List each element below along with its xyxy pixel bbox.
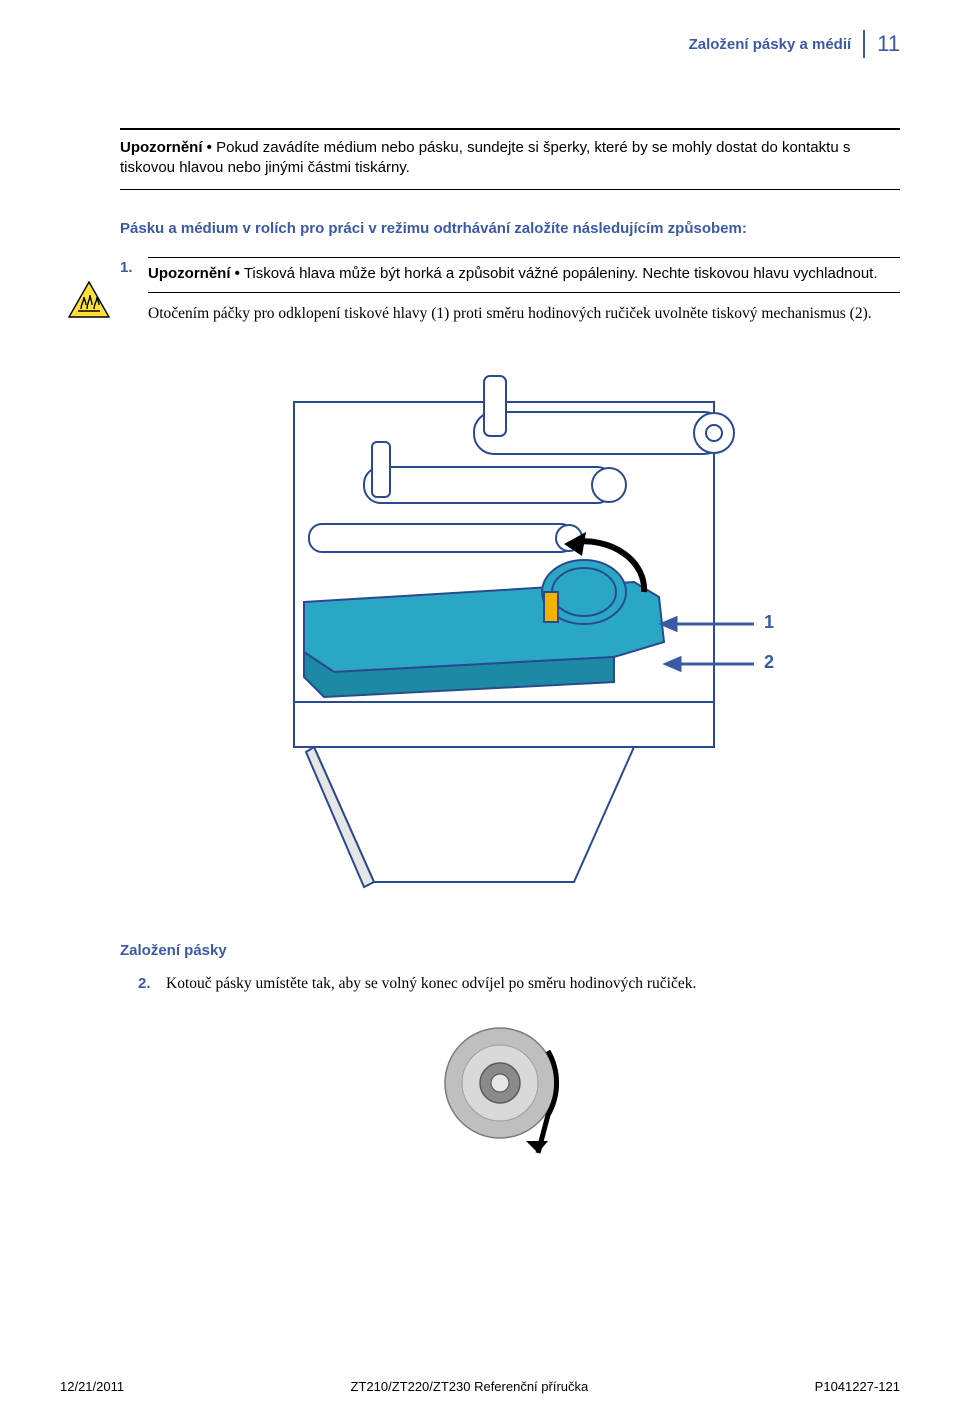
- step-1-warning-label: Upozornění •: [148, 265, 240, 282]
- warning-label: Upozornění •: [120, 139, 212, 156]
- hot-surface-icon: [68, 281, 110, 324]
- step-1-body: Otočením páčky pro odklopení tiskové hla…: [148, 303, 900, 325]
- rule-bottom: [120, 189, 900, 190]
- step-1-warning: Upozornění • Tisková hlava může být hork…: [148, 258, 900, 292]
- footer-doc-id: P1041227-121: [815, 1379, 900, 1394]
- step-2-number: 2.: [138, 973, 156, 995]
- step-1: 1. Upozornění • Tisková hlava může být h…: [120, 257, 900, 903]
- roll-diagram: [420, 1013, 600, 1163]
- intro-text: Pásku a médium v rolích pro práci v reži…: [120, 218, 900, 239]
- header-section-title: Založení pásky a médií: [689, 36, 852, 53]
- header-divider: [863, 30, 865, 58]
- callout-1: 1: [764, 612, 774, 633]
- footer-doc-title: ZT210/ZT220/ZT230 Referenční příručka: [351, 1379, 589, 1394]
- step-1-number: 1.: [120, 257, 138, 276]
- callout-2: 2: [764, 652, 774, 673]
- warning-text: Pokud zavádíte médium nebo pásku, sundej…: [120, 139, 850, 176]
- step-1-rule-bottom: [148, 292, 900, 293]
- ribbon-section-heading: Založení pásky: [120, 942, 900, 959]
- page-footer: 12/21/2011 ZT210/ZT220/ZT230 Referenční …: [60, 1379, 900, 1394]
- step-1-warning-text: Tisková hlava může být horká a způsobit …: [244, 265, 878, 282]
- page-number: 11: [877, 31, 900, 57]
- footer-date: 12/21/2011: [60, 1379, 124, 1394]
- warning-block-1: Upozornění • Pokud zavádíte médium nebo …: [120, 130, 900, 189]
- step-2: 2. Kotouč pásky umístěte tak, aby se vol…: [138, 973, 900, 995]
- step-2-text: Kotouč pásky umístěte tak, aby se volný …: [166, 973, 696, 995]
- page-header: Založení pásky a médií 11: [60, 30, 900, 58]
- printer-diagram: 1 2: [214, 342, 834, 902]
